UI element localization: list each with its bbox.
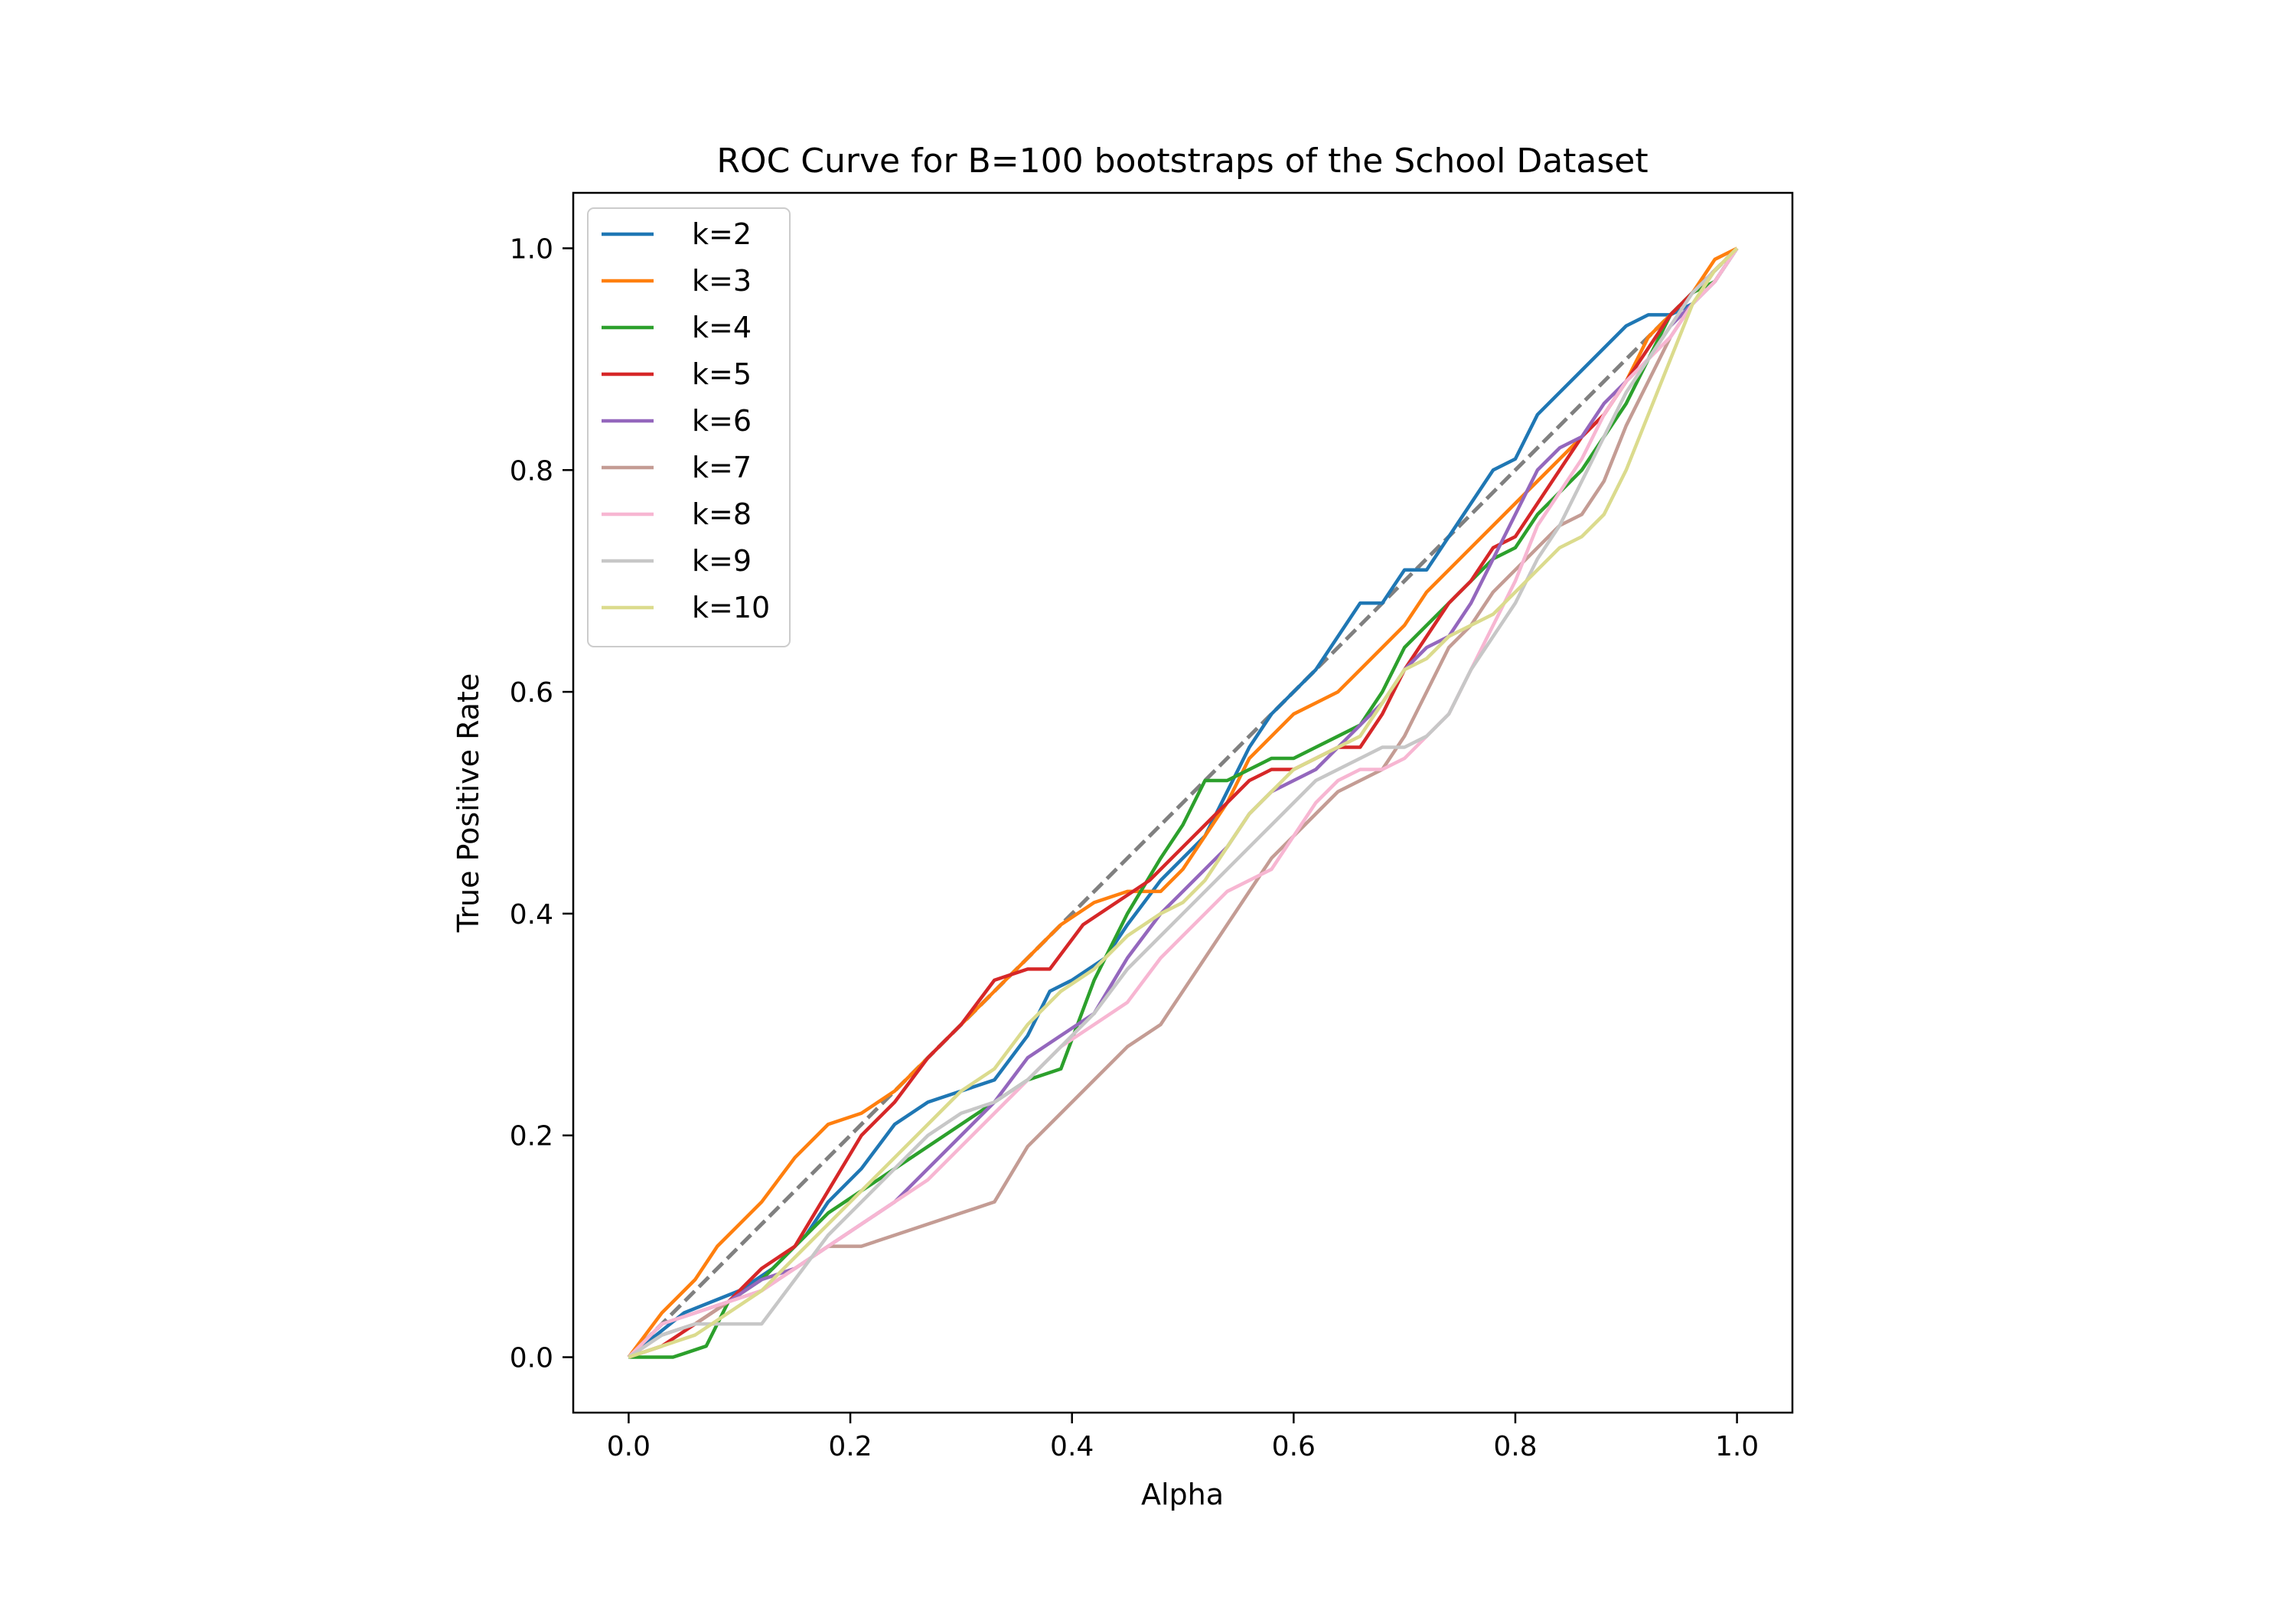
plot-area xyxy=(627,246,1739,1359)
series-line-k-8 xyxy=(627,247,1739,1359)
x-tick-label: 0.0 xyxy=(607,1431,651,1462)
chart-title: ROC Curve for B=100 bootstraps of the Sc… xyxy=(716,142,1648,181)
series-line-k-2 xyxy=(628,247,1739,1359)
legend-label: k=9 xyxy=(692,544,752,578)
x-tick-label: 0.2 xyxy=(828,1431,872,1462)
legend-box xyxy=(587,207,791,647)
legend-label: k=4 xyxy=(692,311,752,344)
y-tick-label: 1.0 xyxy=(510,233,553,265)
x-tick-label: 0.4 xyxy=(1050,1431,1094,1462)
legend-label: k=2 xyxy=(692,217,752,251)
y-tick-label: 0.6 xyxy=(510,677,553,709)
reference-diagonal xyxy=(627,246,1739,1359)
y-tick-label: 0.0 xyxy=(510,1343,553,1374)
series-line-k-10 xyxy=(628,246,1739,1359)
x-tick-label: 0.8 xyxy=(1493,1431,1537,1462)
series-line-k-7 xyxy=(628,247,1739,1359)
axes-frame xyxy=(572,191,1794,1414)
x-tick-label: 0.6 xyxy=(1272,1431,1316,1462)
y-axis-ticks: 0.0 0.2 0.4 0.6 0.8 1.0 xyxy=(510,233,573,1374)
legend-label: k=8 xyxy=(692,497,752,531)
x-tick-label: 1.0 xyxy=(1715,1431,1759,1462)
y-tick-label: 0.8 xyxy=(510,455,553,487)
x-axis-ticks: 0.0 0.2 0.4 0.6 0.8 1.0 xyxy=(607,1413,1759,1462)
legend-label: k=3 xyxy=(692,264,752,298)
y-axis-label: True Positive Rate xyxy=(452,673,485,934)
legend-label: k=5 xyxy=(692,357,752,391)
legend-label: k=7 xyxy=(692,451,752,484)
y-tick-label: 0.4 xyxy=(510,899,553,931)
legend-label: k=10 xyxy=(692,591,770,624)
legend: k=2 k=3 k=4 k=5 k=6 k=7 k=8 k=9 k=10 xyxy=(587,207,791,647)
x-axis-label: Alpha xyxy=(1141,1478,1224,1511)
series-line-k-9 xyxy=(628,246,1739,1359)
y-tick-label: 0.2 xyxy=(510,1121,553,1152)
legend-label: k=6 xyxy=(692,404,752,438)
